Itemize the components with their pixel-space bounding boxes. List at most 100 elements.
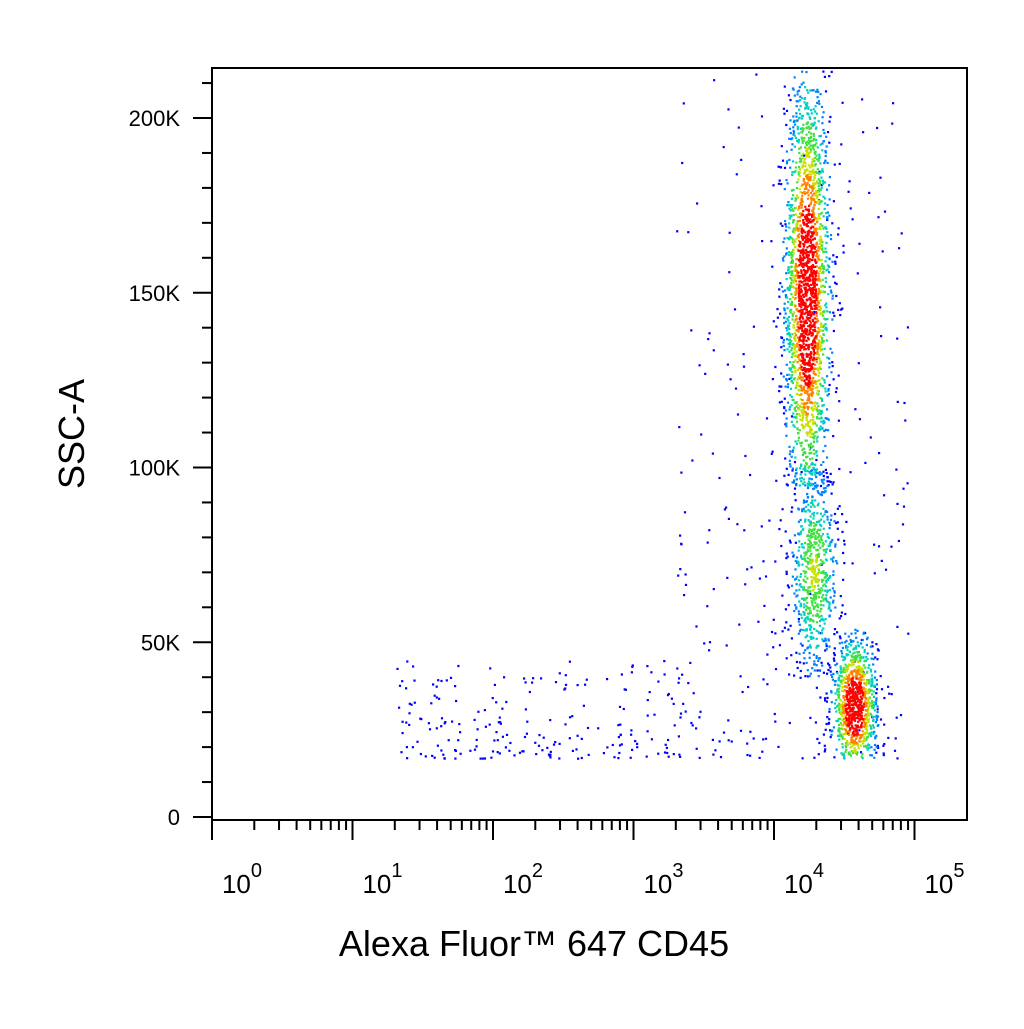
data-point	[708, 332, 711, 335]
data-point	[837, 684, 840, 687]
data-point	[819, 347, 822, 350]
data-point	[818, 266, 821, 270]
data-point	[883, 494, 886, 497]
data-point	[690, 721, 693, 725]
data-point	[406, 757, 409, 760]
data-point	[820, 397, 823, 400]
data-point	[839, 637, 842, 640]
data-point	[813, 524, 816, 528]
data-point	[802, 269, 806, 272]
data-point	[791, 285, 794, 288]
data-point	[419, 717, 422, 720]
data-point	[876, 658, 879, 661]
data-point	[822, 627, 825, 630]
data-point	[808, 379, 811, 382]
data-point	[822, 419, 825, 422]
data-point	[829, 480, 832, 484]
data-point	[630, 729, 633, 732]
data-point	[801, 448, 804, 452]
data-point	[814, 335, 817, 338]
data-point	[857, 670, 860, 673]
data-point	[846, 741, 849, 744]
data-point	[791, 363, 794, 367]
data-point	[856, 660, 859, 663]
data-point	[813, 359, 816, 362]
data-point	[818, 226, 821, 229]
data-point	[793, 351, 796, 354]
data-point	[809, 369, 812, 372]
data-point	[798, 293, 801, 297]
data-point	[800, 585, 803, 588]
data-point	[804, 208, 807, 211]
data-point	[775, 479, 778, 482]
data-point	[808, 313, 811, 316]
data-point	[831, 294, 834, 297]
data-point	[822, 227, 825, 230]
data-point	[806, 496, 809, 499]
data-point	[797, 508, 801, 511]
data-point	[442, 753, 445, 756]
data-point	[443, 757, 446, 760]
data-point	[822, 215, 825, 218]
data-point	[809, 354, 812, 357]
data-point	[786, 307, 789, 310]
data-point	[829, 523, 832, 526]
data-point	[681, 673, 684, 676]
data-point	[746, 742, 749, 745]
data-point	[880, 559, 883, 562]
data-point	[841, 711, 845, 714]
data-point	[780, 336, 784, 339]
data-point	[794, 366, 797, 369]
data-point	[851, 562, 854, 565]
data-point	[817, 300, 820, 303]
data-point	[837, 419, 840, 422]
data-point	[780, 372, 783, 375]
data-point	[806, 265, 809, 268]
data-point	[811, 636, 814, 639]
data-point	[807, 519, 810, 522]
data-point	[744, 583, 747, 586]
data-point	[872, 706, 875, 710]
data-point	[788, 332, 791, 335]
data-point	[849, 671, 852, 674]
data-point	[774, 632, 777, 635]
data-point	[804, 305, 807, 308]
data-point	[866, 729, 869, 732]
data-point	[843, 678, 846, 681]
data-point	[830, 558, 833, 561]
data-point	[832, 657, 835, 660]
data-point	[801, 543, 804, 546]
data-point	[798, 292, 801, 295]
data-point	[826, 231, 829, 234]
data-point	[781, 257, 784, 260]
data-point	[787, 342, 790, 345]
data-point	[826, 394, 829, 397]
data-point	[794, 280, 798, 283]
data-point	[809, 302, 812, 305]
data-point	[849, 471, 852, 474]
data-point	[795, 237, 798, 240]
data-point	[806, 344, 809, 347]
data-point	[788, 459, 791, 462]
data-point	[832, 275, 835, 278]
data-point	[619, 723, 622, 726]
data-point	[809, 393, 812, 396]
data-point	[433, 756, 436, 759]
data-point	[812, 207, 815, 210]
data-point	[431, 754, 434, 757]
data-point	[816, 435, 819, 438]
data-point	[796, 234, 799, 237]
data-point	[816, 191, 819, 194]
data-point	[793, 286, 796, 289]
data-point	[792, 188, 795, 191]
data-point	[848, 180, 851, 183]
data-point	[857, 645, 861, 648]
data-point	[819, 620, 822, 623]
data-point	[401, 680, 404, 683]
data-point	[809, 534, 812, 538]
data-point	[807, 214, 810, 217]
data-point	[816, 219, 819, 222]
data-point	[810, 109, 813, 112]
data-point	[837, 690, 841, 693]
data-point	[855, 686, 858, 689]
